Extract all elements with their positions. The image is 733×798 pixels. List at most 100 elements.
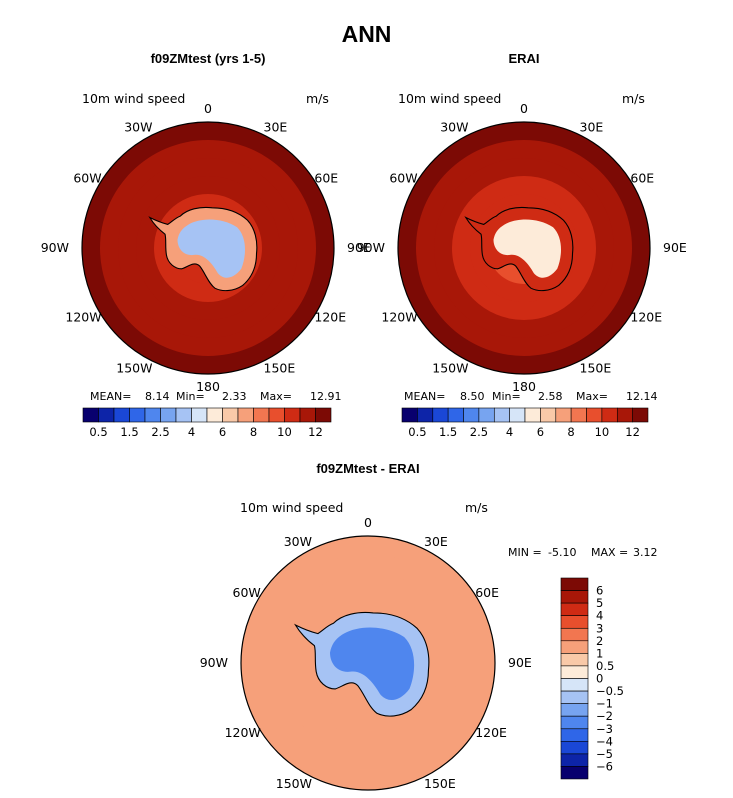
colorbar-box bbox=[463, 407, 480, 423]
lon-label: 90W bbox=[41, 240, 69, 255]
lon-label: 60E bbox=[314, 171, 338, 186]
stat-min-label: MIN = bbox=[508, 546, 542, 559]
colorbar-tick: 1 bbox=[596, 646, 603, 660]
colorbar-tick: −4 bbox=[596, 734, 613, 748]
main-title: ANN bbox=[342, 21, 392, 47]
colorbar-box bbox=[447, 407, 464, 423]
map-border bbox=[397, 121, 651, 375]
colorbar-tick: 12 bbox=[625, 425, 640, 439]
stat-mean: 8.14 bbox=[145, 390, 170, 403]
colorbar-box bbox=[191, 407, 208, 423]
colorbar-tick: 10 bbox=[595, 425, 610, 439]
stat-min: 2.33 bbox=[222, 390, 247, 403]
colorbar: 0.5 1.5 2.5 4 6 8 10 12 bbox=[82, 407, 332, 439]
colorbar-tick: −6 bbox=[596, 759, 613, 773]
polar-map: 0 30E 60E 90E 120E 150E 180 150W 120W 90W 60W 30W bbox=[200, 515, 532, 798]
colorbar-box bbox=[616, 407, 633, 423]
stat-max-label: MAX = bbox=[591, 546, 628, 559]
stat-min: -5.10 bbox=[548, 546, 576, 559]
units-label: m/s bbox=[306, 91, 329, 106]
stats-line: MEAN= 8.14 Min= 2.33 Max= 12.91 bbox=[90, 390, 342, 403]
lon-label: 180 bbox=[512, 379, 536, 394]
lon-label: 180 bbox=[356, 795, 380, 798]
colorbar-tick: −2 bbox=[596, 709, 613, 723]
map-border bbox=[240, 535, 496, 791]
colorbar-tick: 5 bbox=[596, 596, 603, 610]
colorbar-box bbox=[524, 407, 541, 423]
stats-line: MEAN= 8.50 Min= 2.58 Max= 12.14 bbox=[404, 390, 658, 403]
lon-label: 120E bbox=[630, 310, 662, 325]
stat-max: 12.14 bbox=[626, 390, 658, 403]
lon-label: 150W bbox=[276, 776, 312, 791]
lon-label: 60E bbox=[475, 585, 499, 600]
map-border bbox=[81, 121, 335, 375]
stat-min: 2.58 bbox=[538, 390, 563, 403]
colorbar-tick: −5 bbox=[596, 747, 613, 761]
colorbar-box bbox=[222, 407, 239, 423]
colorbar-box bbox=[601, 407, 618, 423]
lon-label: 120W bbox=[65, 310, 101, 325]
lon-label: 60W bbox=[233, 585, 261, 600]
colorbar-tick: 3 bbox=[596, 621, 603, 635]
colorbar-box bbox=[253, 407, 270, 423]
colorbar-box bbox=[586, 407, 603, 423]
lon-label: 0 bbox=[364, 515, 372, 530]
lon-label: 90E bbox=[663, 240, 687, 255]
lon-label: 90W bbox=[200, 655, 228, 670]
lon-label: 30W bbox=[284, 534, 312, 549]
colorbar-tick: 4 bbox=[506, 425, 513, 439]
stat-max-label: Max= bbox=[576, 390, 608, 403]
variable-label: 10m wind speed bbox=[240, 500, 343, 515]
colorbar-box bbox=[560, 577, 589, 591]
lon-label: 30W bbox=[124, 120, 152, 135]
colorbar-box bbox=[206, 407, 223, 423]
colorbar-box bbox=[560, 653, 589, 667]
colorbar-box bbox=[560, 766, 589, 780]
lon-label: 90W bbox=[357, 240, 385, 255]
colorbar-box bbox=[560, 703, 589, 717]
colorbar-box bbox=[560, 640, 589, 654]
colorbar-tick: 1.5 bbox=[120, 425, 138, 439]
colorbar-box bbox=[493, 407, 510, 423]
stat-max: 3.12 bbox=[633, 546, 658, 559]
colorbar-box bbox=[560, 740, 589, 755]
colorbar-tick: −3 bbox=[596, 722, 613, 736]
stat-min-label: Min= bbox=[176, 390, 205, 403]
colorbar-box bbox=[560, 627, 589, 642]
stat-max: 12.91 bbox=[310, 390, 342, 403]
colorbar-box bbox=[560, 615, 589, 629]
stat-mean: 8.50 bbox=[460, 390, 485, 403]
colorbar-tick: 8 bbox=[250, 425, 257, 439]
colorbar-tick: 6 bbox=[596, 584, 603, 598]
colorbar-box bbox=[175, 407, 192, 423]
colorbar-box bbox=[284, 407, 301, 423]
polar-map: 0 30E 60E 90E 120E 150E 180 150W 120W 90W 60W 30W bbox=[41, 101, 371, 394]
colorbar-box bbox=[509, 407, 526, 423]
colorbar-box bbox=[98, 407, 115, 423]
colorbar-box bbox=[560, 690, 589, 704]
colorbar-tick: 0 bbox=[596, 672, 603, 686]
polar-map: 0 30E 60E 90E 120E 150E 180 150W 120W 90W 60W 30W bbox=[357, 101, 687, 394]
colorbar-box bbox=[478, 407, 495, 423]
colorbar-box bbox=[560, 590, 589, 604]
colorbar-tick: −0.5 bbox=[596, 684, 624, 698]
colorbar-box bbox=[401, 407, 418, 423]
lon-label: 30E bbox=[424, 534, 448, 549]
colorbar-box bbox=[570, 407, 587, 423]
variable-label: 10m wind speed bbox=[398, 91, 501, 106]
units-label: m/s bbox=[465, 500, 488, 515]
panel-reanalysis: ERAI 10m wind speed m/s 0 30E 60E 90E 120E 15… bbox=[357, 51, 687, 439]
colorbar-box bbox=[315, 407, 332, 423]
colorbar-box bbox=[540, 407, 557, 423]
colorbar-box bbox=[113, 407, 130, 423]
colorbar-box bbox=[632, 407, 649, 423]
colorbar-box bbox=[129, 407, 146, 423]
panel-title: ERAI bbox=[508, 51, 539, 66]
colorbar-box bbox=[160, 407, 177, 423]
lon-label: 120W bbox=[225, 725, 261, 740]
colorbar-tick: 2.5 bbox=[470, 425, 488, 439]
lon-label: 60W bbox=[73, 171, 101, 186]
lon-label: 30E bbox=[264, 120, 288, 135]
